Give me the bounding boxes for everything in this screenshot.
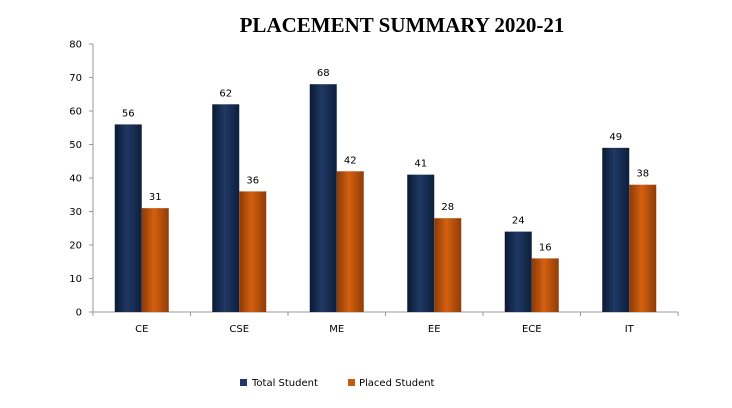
bar-total-student-ee: [407, 174, 435, 312]
x-axis-ticks: CE CSE ME EE ECE IT: [92, 312, 679, 335]
legend-label-placed-student: Placed Student: [359, 378, 435, 389]
bar-placed-student-ee: [434, 218, 462, 312]
data-label-total-student-ce: 56: [122, 108, 135, 119]
bars-group: [114, 84, 657, 313]
x-tick-label-me: ME: [329, 324, 344, 335]
bar-total-student-me: [309, 84, 337, 312]
data-label-total-student-cse: 62: [219, 88, 232, 99]
bar-total-student-cse: [212, 104, 240, 312]
bar-total-student-it: [602, 147, 630, 312]
bar-placed-student-it: [629, 184, 657, 312]
y-axis-ticks: 0 10 20 30 40 50 60 70 80: [69, 40, 93, 319]
bar-placed-student-me: [336, 171, 364, 312]
data-label-placed-student-ece: 16: [539, 242, 552, 253]
legend: Total Student Placed Student: [240, 378, 435, 389]
y-tick-label-1: 10: [69, 274, 82, 285]
data-label-total-student-it: 49: [609, 132, 622, 143]
chart-title: PLACEMENT SUMMARY 2020-21: [240, 13, 565, 37]
y-tick-label-3: 30: [69, 207, 82, 218]
data-label-total-student-ee: 41: [414, 159, 427, 170]
y-tick-label-4: 40: [69, 174, 82, 185]
bar-total-student-ce: [114, 124, 142, 313]
y-tick-label-8: 80: [69, 40, 82, 51]
data-label-placed-student-ce: 31: [149, 192, 162, 203]
legend-label-total-student: Total Student: [251, 378, 318, 389]
data-label-total-student-me: 68: [317, 68, 330, 79]
y-tick-label-6: 60: [69, 107, 82, 118]
y-tick-label-2: 20: [69, 241, 82, 252]
x-tick-label-it: IT: [625, 324, 635, 335]
bar-placed-student-ce: [141, 208, 169, 312]
legend-swatch-placed-student: [348, 379, 355, 386]
bar-total-student-ece: [504, 231, 532, 312]
x-tick-label-ece: ECE: [522, 324, 542, 335]
y-tick-label-0: 0: [76, 308, 82, 319]
data-label-placed-student-ee: 28: [441, 202, 454, 213]
x-tick-label-cse: CSE: [229, 324, 249, 335]
x-tick-label-ce: CE: [135, 324, 148, 335]
data-label-placed-student-cse: 36: [246, 175, 259, 186]
y-tick-label-7: 70: [69, 73, 82, 84]
bar-placed-student-ece: [531, 258, 559, 312]
data-label-placed-student-it: 38: [636, 169, 649, 180]
data-labels-group: 56 31 62 36 68 42 41 28 24 16 49 38: [122, 68, 649, 253]
data-label-total-student-ece: 24: [512, 216, 525, 227]
y-tick-label-5: 50: [69, 140, 82, 151]
x-tick-label-ee: EE: [428, 324, 441, 335]
bar-placed-student-cse: [239, 191, 267, 312]
data-label-placed-student-me: 42: [344, 155, 357, 166]
legend-swatch-total-student: [240, 379, 247, 386]
